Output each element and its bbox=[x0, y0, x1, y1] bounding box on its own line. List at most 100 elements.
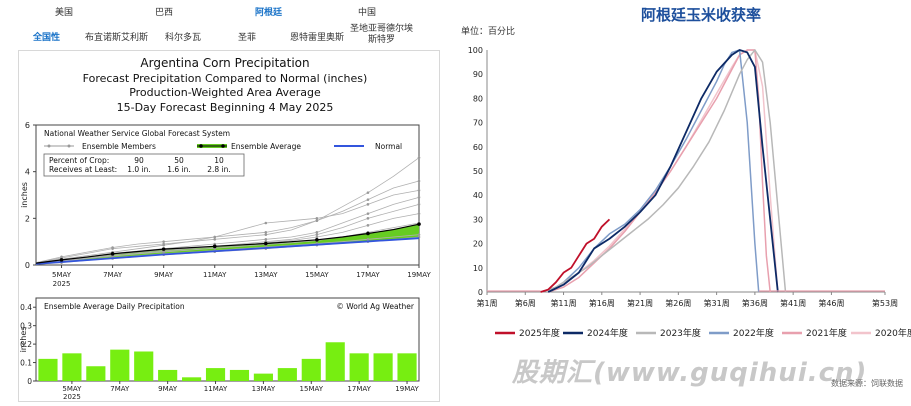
daily-precip-bar bbox=[349, 353, 369, 381]
ensemble-member-point bbox=[366, 224, 370, 227]
ensemble-member-point bbox=[162, 250, 165, 254]
ensemble-average-point bbox=[264, 241, 268, 246]
ensemble-member-point bbox=[213, 242, 217, 246]
bottom-y-tick-label: 0.1 bbox=[20, 359, 32, 368]
ensemble-member-point bbox=[264, 238, 268, 241]
bottom-x-tick-label: 11MAY bbox=[204, 385, 228, 393]
chart-title-line: 15-Day Forecast Beginning 4 May 2025 bbox=[117, 101, 334, 114]
bottom-y-tick-label: 0.3 bbox=[20, 322, 32, 331]
crop-table-row2-value: 1.0 in. bbox=[127, 165, 151, 174]
ensemble-member-point bbox=[213, 238, 217, 241]
harvest-unit-label: 单位：百分比 bbox=[461, 25, 515, 37]
bottom-plot-credit: © World Ag Weather bbox=[336, 302, 415, 311]
forecast-system-label: National Weather Service Global Forecast… bbox=[44, 129, 230, 138]
harvest-chart-panel: 阿根廷玉米收获率 单位：百分比 0 10 20 30 40 50 60 70 80 90 100 第1周 第… bbox=[455, 0, 911, 402]
ensemble-member-point bbox=[366, 191, 370, 194]
legend-members-label: Ensemble Members bbox=[82, 142, 156, 151]
region-tab[interactable]: 阿根廷 bbox=[255, 8, 283, 18]
chart-title-line: Argentina Corn Precipitation bbox=[140, 56, 309, 70]
ensemble-member-point bbox=[111, 246, 114, 249]
daily-precip-bar bbox=[205, 368, 226, 381]
precipitation-chart: Argentina Corn Precipitation Forecast Pre… bbox=[19, 56, 431, 401]
harvest-y-tick-label: 100 bbox=[468, 46, 483, 55]
harvest-y-tick-label: 80 bbox=[473, 94, 483, 103]
daily-precip-bar bbox=[110, 349, 130, 381]
top-y-tick-label: 6 bbox=[25, 121, 30, 130]
region-tab[interactable]: 中国 bbox=[358, 8, 377, 18]
ensemble-average-point bbox=[315, 238, 319, 242]
harvest-series-line bbox=[548, 49, 771, 293]
ensemble-member-point bbox=[366, 198, 370, 201]
harvest-legend-label: 2020年度 bbox=[875, 327, 911, 339]
ensemble-member-point bbox=[60, 255, 63, 259]
ensemble-average-point bbox=[417, 222, 421, 226]
daily-precip-bar bbox=[158, 369, 178, 381]
ensemble-member-point bbox=[417, 179, 421, 183]
bottom-y-tick-label: 0 bbox=[27, 377, 32, 386]
bottom-x-tick-label: 19MAY bbox=[395, 385, 419, 393]
ensemble-member-point bbox=[417, 212, 421, 215]
bottom-y-tick-label: 0.4 bbox=[20, 303, 32, 312]
bottom-x-tick-label: 17MAY bbox=[347, 385, 371, 393]
daily-precip-bar bbox=[86, 366, 106, 381]
harvest-x-tick-label: 第53周 bbox=[872, 298, 898, 308]
ensemble-average-point bbox=[366, 231, 370, 236]
legend-normal-label: Normal bbox=[375, 142, 402, 151]
harvest-x-tick-label: 第26周 bbox=[665, 298, 691, 308]
province-tab[interactable]: 全国性 bbox=[33, 33, 61, 43]
bottom-x-tick-label: 5MAY bbox=[62, 385, 82, 393]
province-tab[interactable]: 圣菲 bbox=[238, 33, 257, 43]
harvest-y-tick-label: 90 bbox=[473, 70, 483, 79]
harvest-x-tick-label: 第36周 bbox=[742, 298, 768, 308]
daily-precip-bar bbox=[397, 353, 417, 381]
harvest-legend-label: 2025年度 bbox=[519, 327, 560, 339]
province-tab[interactable]: 科尔多瓦 bbox=[165, 33, 202, 43]
province-tab[interactable]: 布宜诺斯艾利斯 bbox=[85, 33, 149, 43]
daily-precip-bar bbox=[182, 377, 202, 381]
top-x-year-label: 2025 bbox=[53, 280, 71, 288]
harvest-y-tick-label: 20 bbox=[473, 240, 483, 249]
crop-table-row1-value: 90 bbox=[134, 156, 144, 165]
ensemble-member-point bbox=[264, 221, 268, 225]
bottom-x-tick-label: 7MAY bbox=[110, 385, 130, 393]
top-y-tick-label: 4 bbox=[25, 168, 30, 177]
daily-precip-bar bbox=[134, 351, 154, 381]
region-tab[interactable]: 巴西 bbox=[155, 8, 174, 18]
top-x-tick-label: 7MAY bbox=[103, 271, 123, 279]
harvest-y-tick-label: 0 bbox=[478, 288, 483, 297]
harvest-y-tick-label: 10 bbox=[473, 264, 483, 273]
top-x-tick-label: 15MAY bbox=[305, 271, 329, 279]
precipitation-chart-panel: Argentina Corn Precipitation Forecast Pre… bbox=[18, 50, 440, 402]
province-tab[interactable]: 圣地亚哥德尔埃 斯特罗 bbox=[350, 24, 413, 46]
ensemble-average-point bbox=[212, 244, 217, 249]
top-y-tick-label: 0 bbox=[25, 261, 30, 270]
province-tab-line: 圣地亚哥德尔埃 bbox=[350, 24, 414, 34]
ensemble-member-point bbox=[366, 217, 370, 220]
harvest-x-tick-label: 第1周 bbox=[476, 298, 497, 308]
crop-table-row2-value: 2.8 in. bbox=[207, 165, 231, 174]
legend-average-label: Ensemble Average bbox=[231, 142, 301, 151]
top-y-axis-label: inches bbox=[20, 182, 29, 208]
harvest-x-tick-label: 第31周 bbox=[704, 298, 730, 308]
daily-precip-bar bbox=[229, 369, 250, 381]
crop-table-row2-value: 1.6 in. bbox=[167, 165, 191, 174]
province-tab[interactable]: 恩特雷里奥斯 bbox=[290, 33, 345, 43]
bottom-x-tick-label: 9MAY bbox=[158, 385, 178, 393]
ensemble-member-point bbox=[366, 212, 370, 215]
chart-title-line: Production-Weighted Area Average bbox=[129, 86, 321, 99]
ensemble-member-point bbox=[264, 233, 268, 236]
harvest-y-tick-label: 70 bbox=[473, 119, 483, 128]
chart-title-line: Forecast Precipitation Compared to Norma… bbox=[83, 72, 368, 85]
harvest-chart-title: 阿根廷玉米收获率 bbox=[641, 6, 761, 24]
harvest-x-tick-label: 第41周 bbox=[780, 298, 806, 308]
top-x-tick-label: 11MAY bbox=[203, 271, 227, 279]
legend-members-dot bbox=[67, 144, 71, 148]
region-tab[interactable]: 美国 bbox=[55, 8, 74, 18]
harvest-series-line bbox=[540, 49, 787, 293]
ensemble-member-point bbox=[315, 219, 319, 222]
ensemble-member-point bbox=[366, 203, 370, 206]
bottom-x-tick-label: 13MAY bbox=[252, 385, 276, 393]
daily-precip-bar bbox=[373, 353, 393, 381]
harvest-series-line bbox=[540, 218, 611, 293]
